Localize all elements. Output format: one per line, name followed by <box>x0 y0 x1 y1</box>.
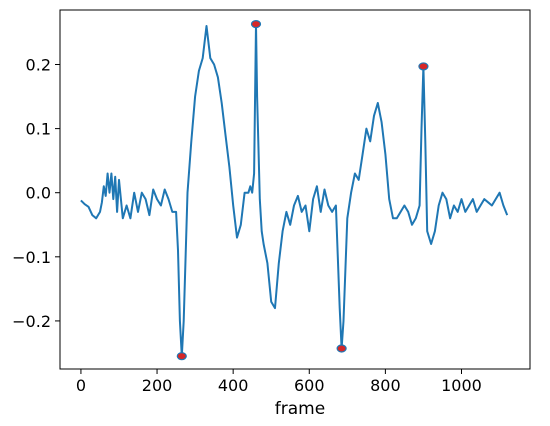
x-tick-label: 200 <box>142 376 173 395</box>
series-line <box>80 23 509 358</box>
x-axis-label: frame <box>275 399 325 419</box>
y-tick-label: 0.2 <box>26 55 51 74</box>
peak-marker <box>176 352 187 361</box>
x-tick-label: 600 <box>294 376 325 395</box>
x-axis-ticks: 0 200 400 600 800 1000 <box>76 369 482 395</box>
peak-marker <box>418 62 429 71</box>
series-layer <box>80 23 509 358</box>
y-tick-label: 0.0 <box>26 184 51 203</box>
y-axis-ticks: −0.2 −0.1 0.0 0.1 0.2 <box>12 55 60 331</box>
x-tick-label: 800 <box>370 376 401 395</box>
peak-marker <box>336 344 347 353</box>
y-tick-label: −0.1 <box>12 248 51 267</box>
y-tick-label: 0.1 <box>26 120 51 139</box>
marker-layer <box>176 20 429 361</box>
x-tick-label: 1000 <box>441 376 482 395</box>
x-tick-label: 0 <box>76 376 86 395</box>
y-tick-label: −0.2 <box>12 312 51 331</box>
peak-marker <box>250 20 262 29</box>
plot-frame <box>59 9 531 370</box>
x-tick-label: 400 <box>218 376 249 395</box>
